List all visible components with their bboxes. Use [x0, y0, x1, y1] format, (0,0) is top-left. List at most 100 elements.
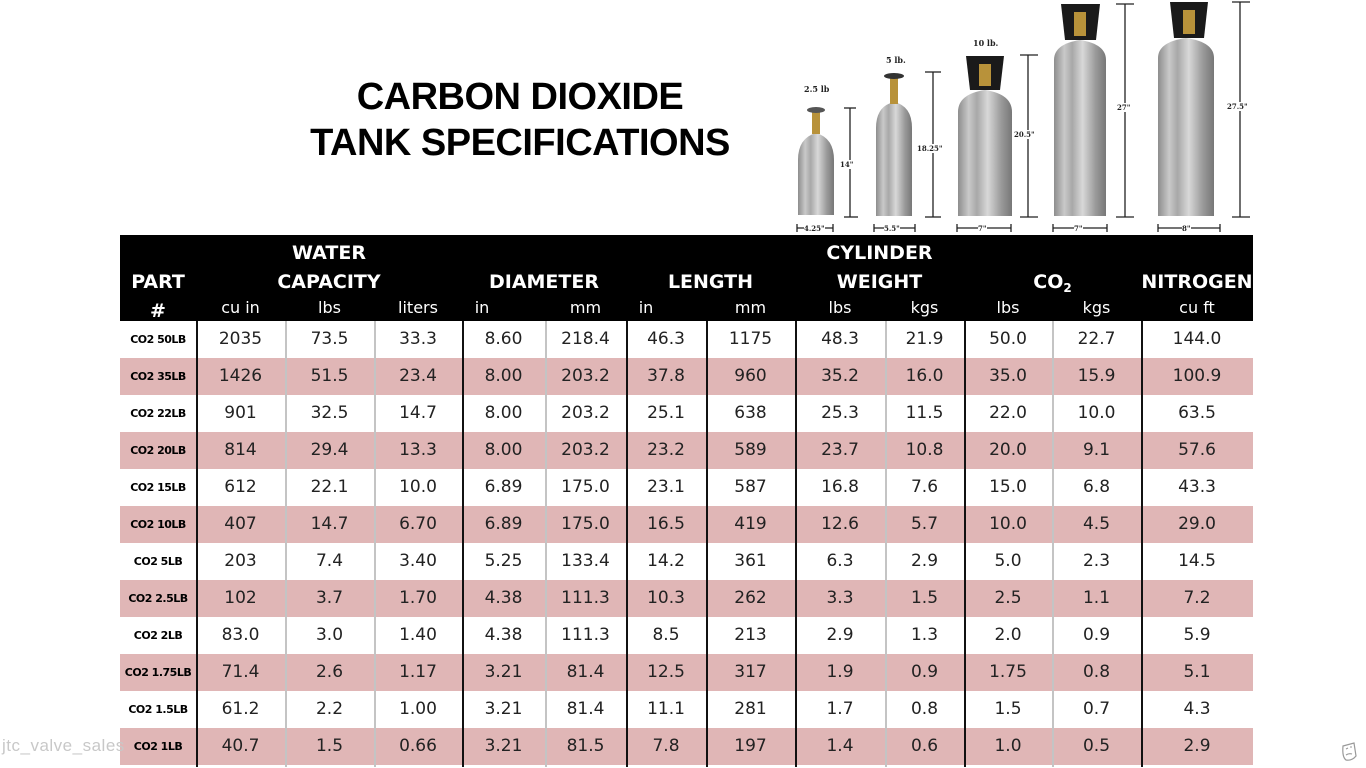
column-divider [545, 321, 547, 767]
table-row: CO2 20LB 814 29.4 13.3 8.00 203.2 23.2 589 23.7 1… [120, 432, 1253, 469]
table-cell: 612 [224, 477, 257, 497]
table-cell: 111.3 [561, 588, 610, 608]
table-cell: 901 [224, 403, 257, 423]
table-cell: 960 [734, 366, 767, 386]
table-cell: 35.2 [821, 366, 859, 386]
table-cell: 50.0 [989, 329, 1027, 349]
table-cell: 281 [734, 699, 767, 719]
table-cell: 814 [224, 440, 257, 460]
part-number-cell: CO2 1.5LB [128, 703, 188, 716]
table-cell: 10.0 [1077, 403, 1116, 423]
table-cell: 203.2 [561, 366, 610, 386]
table-cell: 29.4 [310, 440, 349, 460]
table-cell: 46.3 [647, 329, 685, 349]
table-cell: 2.9 [1183, 736, 1211, 756]
table-cell: 23.4 [399, 366, 437, 386]
header-water-capacity: WATER CAPACITY [196, 239, 462, 297]
table-cell: 203 [224, 551, 257, 571]
part-number-cell: CO2 10LB [130, 518, 186, 531]
table-cell: 32.5 [310, 403, 349, 423]
unit-label: mm [734, 298, 767, 317]
part-number-cell: CO2 15LB [130, 481, 186, 494]
table-cell: 0.8 [910, 699, 939, 719]
header-cylinder-weight-line2: WEIGHT [836, 271, 923, 293]
table-cell: 12.5 [647, 662, 685, 682]
table-cell: 20.0 [989, 440, 1027, 460]
table-cell: 29.0 [1178, 514, 1216, 534]
tank-label: 2.5 lb [804, 84, 830, 94]
table-cell: 10.0 [989, 514, 1027, 534]
table-cell: 81.4 [566, 662, 605, 682]
table-cell: 15.9 [1077, 366, 1116, 386]
table-cell: 73.5 [310, 329, 349, 349]
column-divider [626, 321, 628, 767]
part-number-cell: CO2 2.5LB [128, 592, 188, 605]
column-divider [964, 321, 966, 767]
table-cell: 8.5 [652, 625, 680, 645]
table-cell: 1.00 [399, 699, 437, 719]
table-cell: 14.5 [1178, 551, 1216, 571]
unit-label: lbs [996, 298, 1020, 317]
table-cell: 175.0 [561, 514, 610, 534]
table-cell: 14.7 [310, 514, 349, 534]
table-cell: 1.1 [1082, 588, 1111, 608]
unit-label: in [638, 298, 654, 317]
tank-width-label: 7" [1074, 224, 1083, 233]
table-cell: 8.00 [484, 366, 523, 386]
unit-label: cu ft [1179, 298, 1215, 317]
table-header: PART # WATER CAPACITY DIAMETER LENGTH CY… [120, 235, 1253, 322]
table-row: CO2 1.75LB 71.4 2.6 1.17 3.21 81.4 12.5 317 1.9 0… [120, 654, 1253, 691]
table-cell: 133.4 [561, 551, 610, 571]
column-divider [795, 321, 797, 767]
header-cylinder-weight: CYLINDER WEIGHT [795, 239, 964, 297]
table-cell: 33.3 [399, 329, 437, 349]
table-cell: 197 [734, 736, 767, 756]
table-row: CO2 2.5LB 102 3.7 1.70 4.38 111.3 10.3 262 3.3 1.… [120, 580, 1253, 617]
tank-illustration: 2.5 lb 5 lb. 10 lb. 14" 18.25" 20.5" 27"… [780, 0, 1260, 235]
table-cell: 1.4 [826, 736, 854, 756]
table-row: CO2 1LB 40.7 1.5 0.66 3.21 81.5 7.8 197 1.4 0.6 1.… [120, 728, 1253, 765]
table-cell: 0.9 [910, 662, 939, 682]
table-cell: 0.9 [1082, 625, 1111, 645]
seller-watermark: jtc_valve_sales [2, 736, 125, 755]
table-cell: 23.2 [647, 440, 685, 460]
table-cell: 4.38 [484, 625, 523, 645]
table-cell: 2.3 [1082, 551, 1111, 571]
table-cell: 5.1 [1183, 662, 1211, 682]
unit-label: lbs [828, 298, 852, 317]
header-diameter: DIAMETER [488, 271, 599, 293]
column-divider [196, 321, 198, 767]
specs-table: PART # WATER CAPACITY DIAMETER LENGTH CY… [120, 235, 1253, 767]
table-cell: 2.2 [315, 699, 344, 719]
header-water-capacity-line1: WATER [292, 242, 366, 264]
table-cell: 102 [224, 588, 257, 608]
cylinder-tanks-icon [796, 1, 1250, 232]
tank-width-label: 4.25" [804, 224, 825, 233]
table-cell: 21.9 [905, 329, 944, 349]
table-cell: 25.3 [821, 403, 859, 423]
table-cell: 8.00 [484, 440, 523, 460]
table-cell: 3.0 [315, 625, 344, 645]
table-cell: 587 [734, 477, 767, 497]
table-row: CO2 10LB 407 14.7 6.70 6.89 175.0 16.5 419 12.6 5… [120, 506, 1253, 543]
table-cell: 589 [734, 440, 767, 460]
table-cell: 203.2 [561, 403, 610, 423]
table-cell: 407 [224, 514, 257, 534]
table-cell: 0.7 [1082, 699, 1111, 719]
table-cell: 3.21 [484, 662, 523, 682]
table-cell: 16.8 [821, 477, 859, 497]
table-cell: 11.1 [647, 699, 685, 719]
part-number-cell: CO2 5LB [133, 555, 183, 568]
table-cell: 15.0 [989, 477, 1027, 497]
table-cell: 6.8 [1082, 477, 1111, 497]
table-cell: 6.89 [484, 477, 523, 497]
table-cell: 7.6 [910, 477, 939, 497]
table-cell: 0.6 [910, 736, 939, 756]
table-row: CO2 15LB 612 22.1 10.0 6.89 175.0 23.1 587 16.8 7… [120, 469, 1253, 506]
table-cell: 0.5 [1082, 736, 1111, 756]
table-cell: 11.5 [905, 403, 944, 423]
table-cell: 100.9 [1172, 366, 1222, 386]
column-divider [1052, 321, 1054, 767]
table-cell: 14.2 [647, 551, 685, 571]
table-cell: 361 [734, 551, 767, 571]
